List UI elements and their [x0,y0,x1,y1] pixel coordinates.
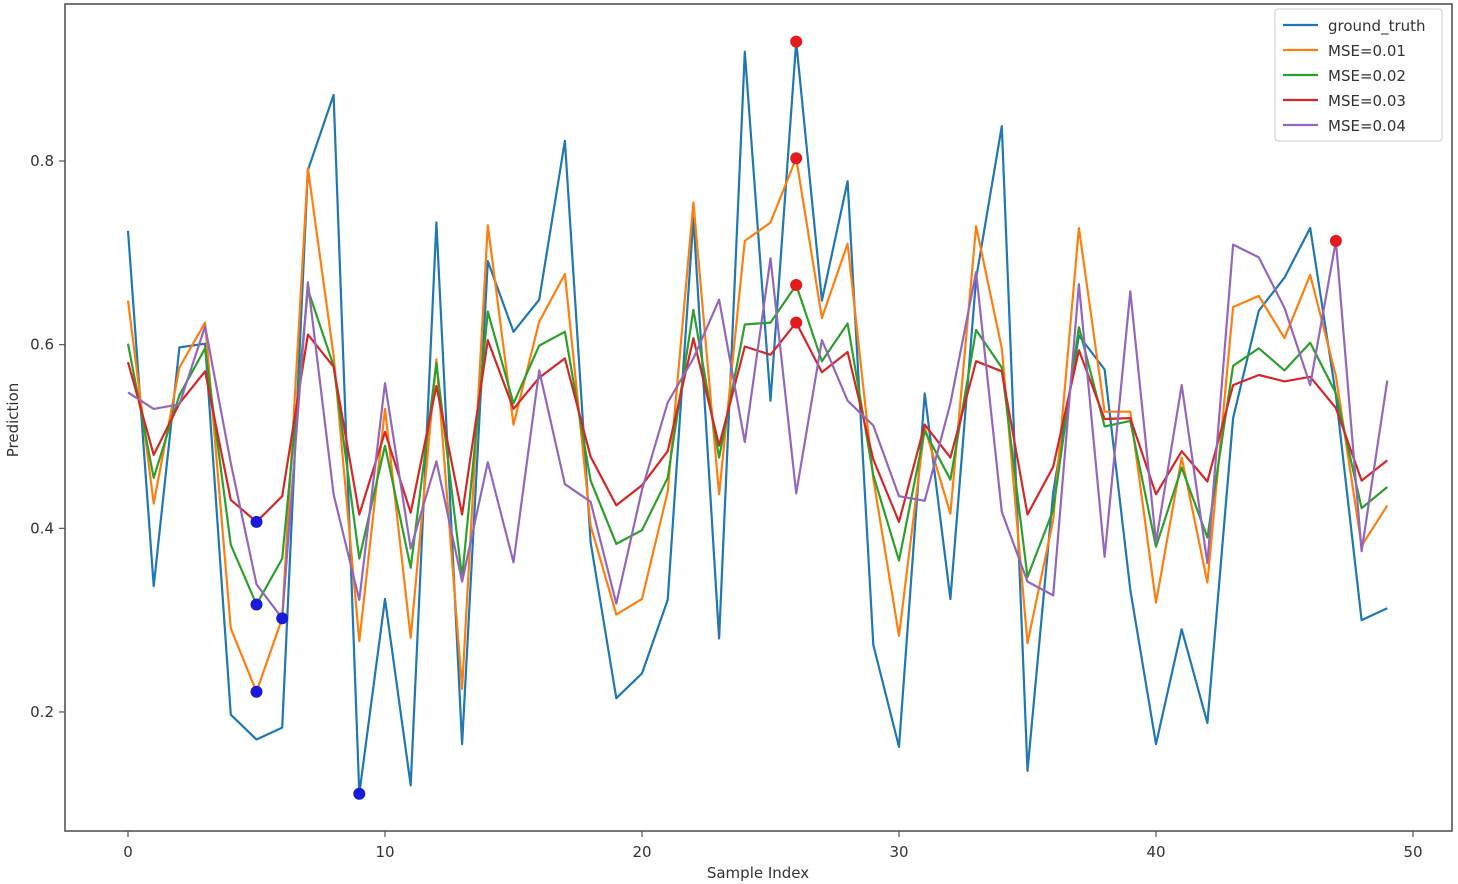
legend-item-mse-0-03: MSE=0.03 [1283,92,1406,110]
legend-item-mse-0-04: MSE=0.04 [1283,117,1406,135]
y-axis-label: Prediction [4,383,22,458]
y-axis-ticks: 0.2 0.4 0.6 0.8 [30,152,65,721]
legend-label: ground_truth [1328,17,1426,36]
y-tick-label: 0.4 [30,519,54,537]
y-tick-label: 0.2 [30,703,54,721]
max-marker-icon [1329,234,1342,247]
max-marker-icon [790,35,803,48]
legend-label: MSE=0.04 [1328,117,1406,135]
legend-label: MSE=0.01 [1328,42,1406,60]
legend-item-ground-truth: ground_truth [1283,17,1426,36]
legend-item-mse-0-02: MSE=0.02 [1283,67,1406,85]
legend-label: MSE=0.03 [1328,92,1406,110]
y-tick-label: 0.8 [30,152,54,170]
min-marker-icon [250,685,263,698]
series-lines [126,40,1389,795]
legend: ground_truth MSE=0.01 MSE=0.02 MSE=0.03 … [1274,8,1443,142]
x-tick-label: 0 [123,843,133,861]
legend-label: MSE=0.02 [1328,67,1406,85]
legend-box [1274,8,1443,142]
max-marker-icon [790,278,803,291]
x-tick-label: 10 [375,843,394,861]
min-marker-icon [276,612,289,625]
x-tick-label: 30 [889,843,908,861]
series-line-mse-0-04 [127,239,1389,620]
max-marker-icon [790,152,803,165]
plot-frame [64,3,1453,832]
series-line-ground-truth [126,40,1388,795]
min-marker-icon [250,598,263,611]
extreme-markers [250,35,1342,800]
series-line-mse-0-02 [126,283,1388,606]
x-tick-label: 40 [1146,843,1165,861]
max-marker-icon [790,316,803,329]
min-marker-icon [353,787,366,800]
x-tick-label: 20 [632,843,651,861]
legend-item-mse-0-01: MSE=0.01 [1283,42,1406,60]
x-tick-label: 50 [1403,843,1422,861]
y-tick-label: 0.6 [30,336,54,354]
x-axis-ticks: 0 10 20 30 40 50 [123,831,1423,861]
x-axis-label: Sample Index [707,864,809,882]
min-marker-icon [250,515,263,528]
